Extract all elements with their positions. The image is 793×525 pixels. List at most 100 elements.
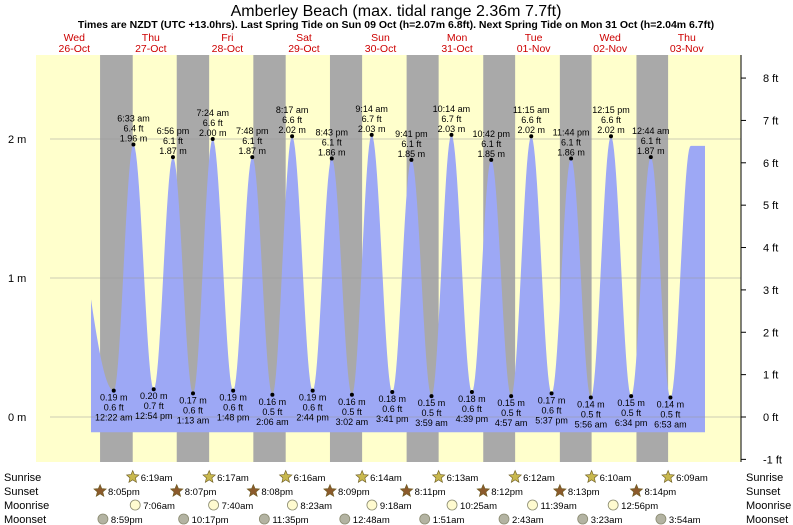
tide-height-m: 2.02 m	[597, 125, 625, 135]
tide-height-m: 1.96 m	[120, 134, 148, 144]
day-label-date: 02-Nov	[593, 43, 628, 55]
day-label-date: 27-Oct	[135, 43, 167, 55]
moonset-icon	[97, 513, 109, 525]
y-tick-feet: 5 ft	[763, 200, 778, 212]
moonset-icon	[419, 513, 431, 525]
tide-height-ft: 0.5 ft	[421, 408, 442, 418]
tide-time: 2:44 pm	[296, 413, 329, 423]
sunrise-icon	[278, 469, 293, 483]
moonset-time: 11:35pm	[272, 515, 308, 525]
tide-time: 6:34 pm	[615, 418, 648, 428]
sunrise-icon	[661, 469, 676, 483]
tide-height-ft: 6.6 ft	[282, 115, 303, 125]
sunset-icon	[169, 483, 184, 497]
tide-height-m: 0.18 m	[379, 394, 407, 404]
tide-time: 6:53 am	[654, 420, 687, 430]
tide-time: 8:17 am	[276, 105, 309, 115]
tide-point	[489, 157, 494, 162]
tide-height-ft: 0.5 ft	[621, 408, 642, 418]
tide-time: 12:54 pm	[135, 411, 173, 421]
sunrise-time: 6:13am	[447, 473, 479, 484]
tide-time: 5:37 pm	[535, 415, 568, 425]
moonset-time: 3:54am	[669, 515, 701, 525]
row-label-right: Sunset	[746, 486, 780, 498]
sunset-icon	[552, 483, 567, 497]
tide-point	[310, 388, 315, 393]
tide-height-m: 1.87 m	[159, 146, 187, 156]
tide-time: 7:24 am	[196, 108, 229, 118]
sunrise-icon	[584, 469, 599, 483]
day-label-date: 28-Oct	[212, 43, 244, 55]
tide-height-m: 0.14 m	[577, 400, 605, 410]
moonset-time: 3:23am	[591, 515, 623, 525]
moonset-time: 10:17pm	[192, 515, 229, 525]
tide-time: 3:41 pm	[376, 414, 409, 424]
moonset-icon	[178, 513, 190, 525]
tide-height-ft: 6.6 ft	[521, 115, 542, 125]
tide-height-ft: 6.1 ft	[163, 136, 184, 146]
moonset-icon	[258, 513, 270, 525]
tide-point	[111, 388, 116, 393]
row-label-right: Moonrise	[746, 500, 791, 512]
tide-height-m: 0.19 m	[219, 393, 247, 403]
tide-height-ft: 6.1 ft	[322, 137, 343, 147]
sunset-time: 8:12pm	[491, 487, 523, 498]
tide-point	[250, 155, 255, 160]
sunset-time: 8:11pm	[415, 487, 446, 498]
moonset-icon	[498, 513, 510, 525]
tide-height-ft: 0.6 ft	[462, 404, 483, 414]
tide-height-m: 0.19 m	[299, 393, 327, 403]
tide-height-m: 2.02 m	[278, 125, 306, 135]
y-tick-feet: 8 ft	[763, 73, 778, 85]
tide-height-m: 2.03 m	[438, 124, 466, 134]
tide-height-ft: 6.1 ft	[641, 136, 662, 146]
tide-height-ft: 0.5 ft	[660, 410, 681, 420]
row-label-left: Moonset	[4, 514, 46, 525]
chart-title: Amberley Beach (max. tidal range 2.36m 7…	[231, 3, 562, 20]
sunrise-time: 6:19am	[141, 473, 173, 484]
moonrise-icon	[129, 499, 141, 511]
tide-height-ft: 6.7 ft	[441, 114, 462, 124]
tide-height-ft: 0.6 ft	[223, 403, 244, 413]
tide-time: 1:13 am	[177, 415, 210, 425]
tide-height-m: 0.17 m	[538, 395, 566, 405]
moonset-icon	[577, 513, 589, 525]
day-label-date: 31-Oct	[441, 43, 473, 55]
y-tick-metres: 2 m	[8, 134, 26, 146]
tide-time: 4:39 pm	[456, 414, 489, 424]
tide-time: 9:41 pm	[395, 129, 428, 139]
y-tick-feet: 3 ft	[763, 285, 778, 297]
tide-height-m: 1.86 m	[318, 147, 346, 157]
tide-time: 1:48 pm	[217, 413, 250, 423]
sunset-time: 8:07pm	[185, 487, 217, 498]
row-label-left: Moonrise	[4, 500, 49, 512]
moonrise-time: 8:23am	[300, 501, 332, 512]
tide-time: 12:44 am	[632, 126, 670, 136]
tide-height-ft: 0.7 ft	[144, 401, 165, 411]
moonset-time: 8:59pm	[111, 515, 143, 525]
tide-point	[329, 156, 334, 161]
sunset-icon	[399, 483, 414, 497]
moonrise-time: 7:40am	[222, 501, 254, 512]
sunrise-time: 6:16am	[294, 473, 326, 484]
tide-height-m: 0.16 m	[338, 397, 366, 407]
tide-point	[131, 142, 136, 147]
moonset-time: 1:51am	[433, 515, 465, 525]
sunset-time: 8:09pm	[338, 487, 370, 498]
sunrise-time: 6:10am	[600, 473, 632, 484]
right-margin	[741, 55, 751, 462]
tide-time: 11:15 am	[513, 105, 550, 115]
tide-height-ft: 6.1 ft	[481, 139, 502, 149]
y-tick-feet: 0 ft	[763, 412, 778, 424]
moonset-time: 2:43am	[512, 515, 544, 525]
sunset-time: 8:14pm	[644, 487, 676, 498]
moonrise-icon	[366, 499, 378, 511]
tide-height-m: 0.14 m	[657, 400, 685, 410]
tide-time: 9:14 am	[355, 104, 388, 114]
tide-height-m: 2.00 m	[199, 128, 227, 138]
tide-point	[569, 156, 574, 161]
tide-point	[210, 137, 215, 141]
tide-height-m: 0.19 m	[100, 393, 128, 403]
